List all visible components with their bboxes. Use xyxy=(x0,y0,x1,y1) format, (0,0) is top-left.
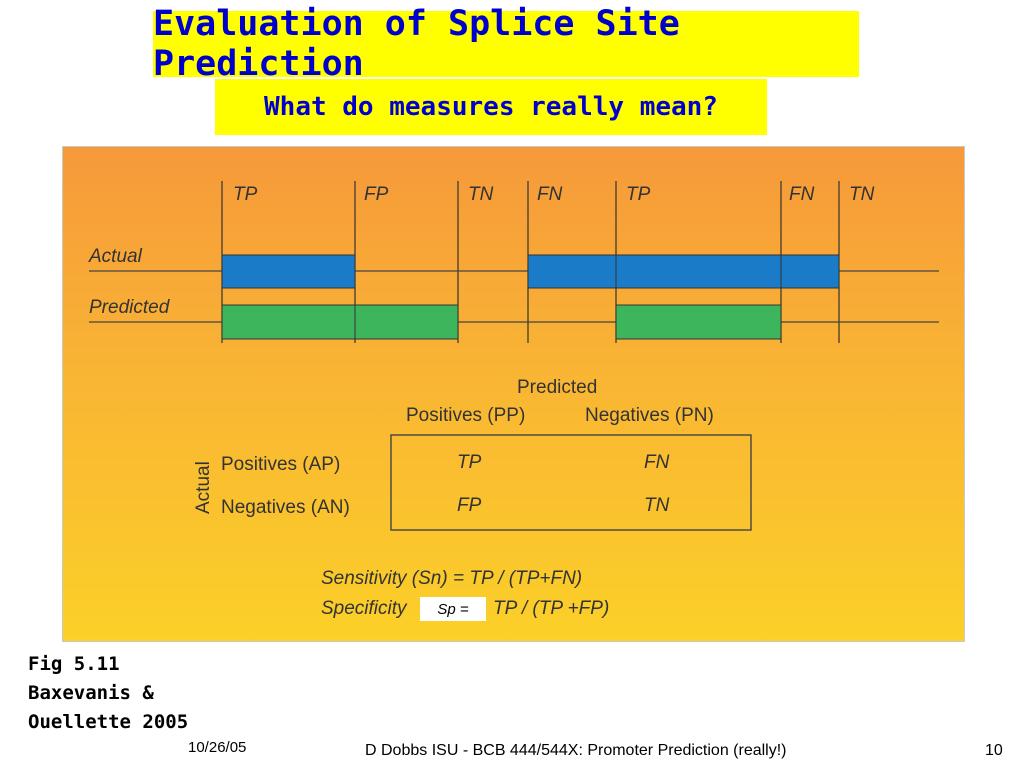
matrix-col-negatives: Negatives (PN) xyxy=(585,405,714,426)
actual-bar-tp-2 xyxy=(615,254,782,289)
figure-caption: Fig 5.11 Baxevanis & Ouellette 2005 xyxy=(28,650,188,737)
specificity-formula: TP / (TP +FP) xyxy=(493,598,609,619)
footer-course: D Dobbs ISU - BCB 444/544X: Promoter Pre… xyxy=(365,742,787,759)
segment-label-tn-1: TN xyxy=(468,184,494,205)
matrix-side-actual: Actual xyxy=(193,461,214,514)
row-label-predicted: Predicted xyxy=(89,297,171,318)
segment-label-fn-1: FN xyxy=(537,184,563,205)
sp-overlay-text: Sp = xyxy=(437,600,469,618)
matrix-row-negatives: Negatives (AN) xyxy=(221,497,350,518)
caption-line-1: Fig 5.11 xyxy=(28,653,120,675)
matrix-cell-fp: FP xyxy=(457,495,482,516)
footer-date: 10/26/05 xyxy=(188,739,247,756)
row-label-actual: Actual xyxy=(88,246,143,267)
segment-label-fp: FP xyxy=(364,184,389,205)
caption-line-3: Ouellette 2005 xyxy=(28,711,189,733)
sp-overlay-box: Sp = xyxy=(420,597,486,621)
confusion-matrix-box xyxy=(390,434,752,531)
segment-label-fn-2: FN xyxy=(789,184,815,205)
matrix-cell-fn: FN xyxy=(644,452,670,473)
caption-line-2: Baxevanis & xyxy=(28,682,154,704)
sensitivity-formula: Sensitivity (Sn) = TP / (TP+FN) xyxy=(321,568,582,589)
matrix-cell-tp: TP xyxy=(457,452,482,473)
segment-label-tn-2: TN xyxy=(849,184,875,205)
predicted-bar-fp xyxy=(354,304,459,340)
figure-canvas: TP FP TN FN TP FN TN Actual Predicted xyxy=(88,181,939,619)
segment-label-tp-1: TP xyxy=(233,184,258,205)
segment-label-tp-2: TP xyxy=(626,184,651,205)
matrix-col-positives: Positives (PP) xyxy=(406,405,525,426)
title-banner: Evaluation of Splice Site Prediction xyxy=(153,4,859,84)
footer-page-number: 10 xyxy=(985,742,1003,759)
splice-site-figure: TP FP TN FN TP FN TN Actual Predicted xyxy=(62,146,965,642)
slide-subtitle: What do measures really mean? xyxy=(264,92,718,122)
actual-bar-fn-2 xyxy=(780,254,840,289)
matrix-cell-tn: TN xyxy=(644,495,670,516)
slide-title: Evaluation of Splice Site Prediction xyxy=(153,4,680,84)
actual-bar-fn xyxy=(527,254,617,289)
predicted-bar-tp-2 xyxy=(615,304,782,340)
matrix-header-predicted: Predicted xyxy=(517,377,597,398)
specificity-label: Specificity xyxy=(321,598,408,619)
actual-bar-tp xyxy=(221,254,356,289)
predicted-bar-tp xyxy=(221,304,356,340)
subtitle-banner: What do measures really mean? xyxy=(215,79,767,135)
matrix-row-positives: Positives (AP) xyxy=(221,454,340,475)
